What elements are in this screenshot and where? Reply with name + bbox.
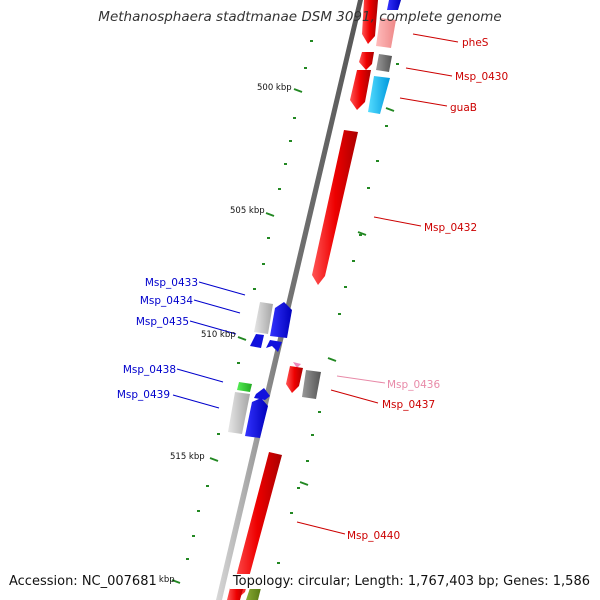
gene-pheS[interactable]	[362, 0, 396, 48]
gene-msp0436[interactable]	[293, 362, 301, 368]
scale-major-ticks	[171, 88, 303, 584]
map-title: Methanosphaera stadtmanae DSM 3091, comp…	[98, 9, 502, 25]
label-msp0440[interactable]: Msp_0440	[347, 530, 400, 542]
tick-515	[209, 457, 219, 462]
tick-520	[171, 579, 181, 584]
tick-label-515: 515 kbp	[170, 452, 205, 462]
gene-msp0438-0439[interactable]	[228, 382, 270, 438]
gene-top-blue[interactable]	[387, 0, 401, 10]
accession-text: Accession: NC_007681	[9, 574, 157, 589]
tick-510	[237, 336, 247, 341]
gene-msp0440[interactable]	[232, 452, 282, 600]
gene-msp0437[interactable]	[286, 366, 321, 399]
gc-major-ticks	[299, 107, 395, 486]
gene-msp0433-0435[interactable]	[250, 302, 292, 352]
gc-dotted-track-right	[277, 63, 399, 564]
tick-label-505: 505 kbp	[230, 206, 265, 216]
gene-msp0432[interactable]	[312, 130, 358, 285]
gene-guaB[interactable]	[350, 70, 390, 114]
tick-505	[265, 212, 275, 217]
tick-label-510: 510 kbp	[201, 330, 236, 340]
label-msp0430[interactable]: Msp_0430	[455, 71, 508, 83]
gene-msp0430[interactable]	[359, 52, 392, 72]
label-msp0437[interactable]: Msp_0437	[382, 399, 435, 411]
tick-label-500: 500 kbp	[257, 83, 292, 93]
label-msp0439[interactable]: Msp_0439	[117, 389, 170, 401]
label-msp0438[interactable]: Msp_0438	[123, 364, 176, 376]
scale-labels: 500 kbp 505 kbp 510 kbp 515 kbp 520 kbp	[140, 83, 292, 585]
label-guaB[interactable]: guaB	[450, 102, 477, 114]
leader-lines	[172, 33, 459, 535]
label-msp0435[interactable]: Msp_0435	[136, 316, 189, 328]
label-msp0433[interactable]: Msp_0433	[145, 277, 198, 289]
label-msp0432[interactable]: Msp_0432	[424, 222, 477, 234]
gene-labels: pheS Msp_0430 guaB Msp_0432 Msp_0433 Msp…	[117, 37, 508, 542]
genome-summary-text: Topology: circular; Length: 1,767,403 bp…	[229, 574, 590, 589]
label-msp0434[interactable]: Msp_0434	[140, 295, 193, 307]
label-msp0436[interactable]: Msp_0436	[387, 379, 440, 391]
tick-500	[293, 88, 303, 93]
genome-backbone	[216, 0, 363, 600]
tick-label-520: 520 kbp	[140, 575, 175, 585]
scale-dotted-track-left	[186, 40, 313, 560]
label-pheS[interactable]: pheS	[462, 37, 489, 49]
